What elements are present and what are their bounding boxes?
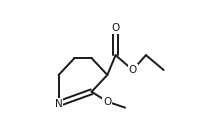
Text: O: O (103, 97, 111, 107)
Text: N: N (55, 99, 63, 109)
Text: O: O (129, 65, 137, 75)
Text: O: O (111, 23, 120, 33)
